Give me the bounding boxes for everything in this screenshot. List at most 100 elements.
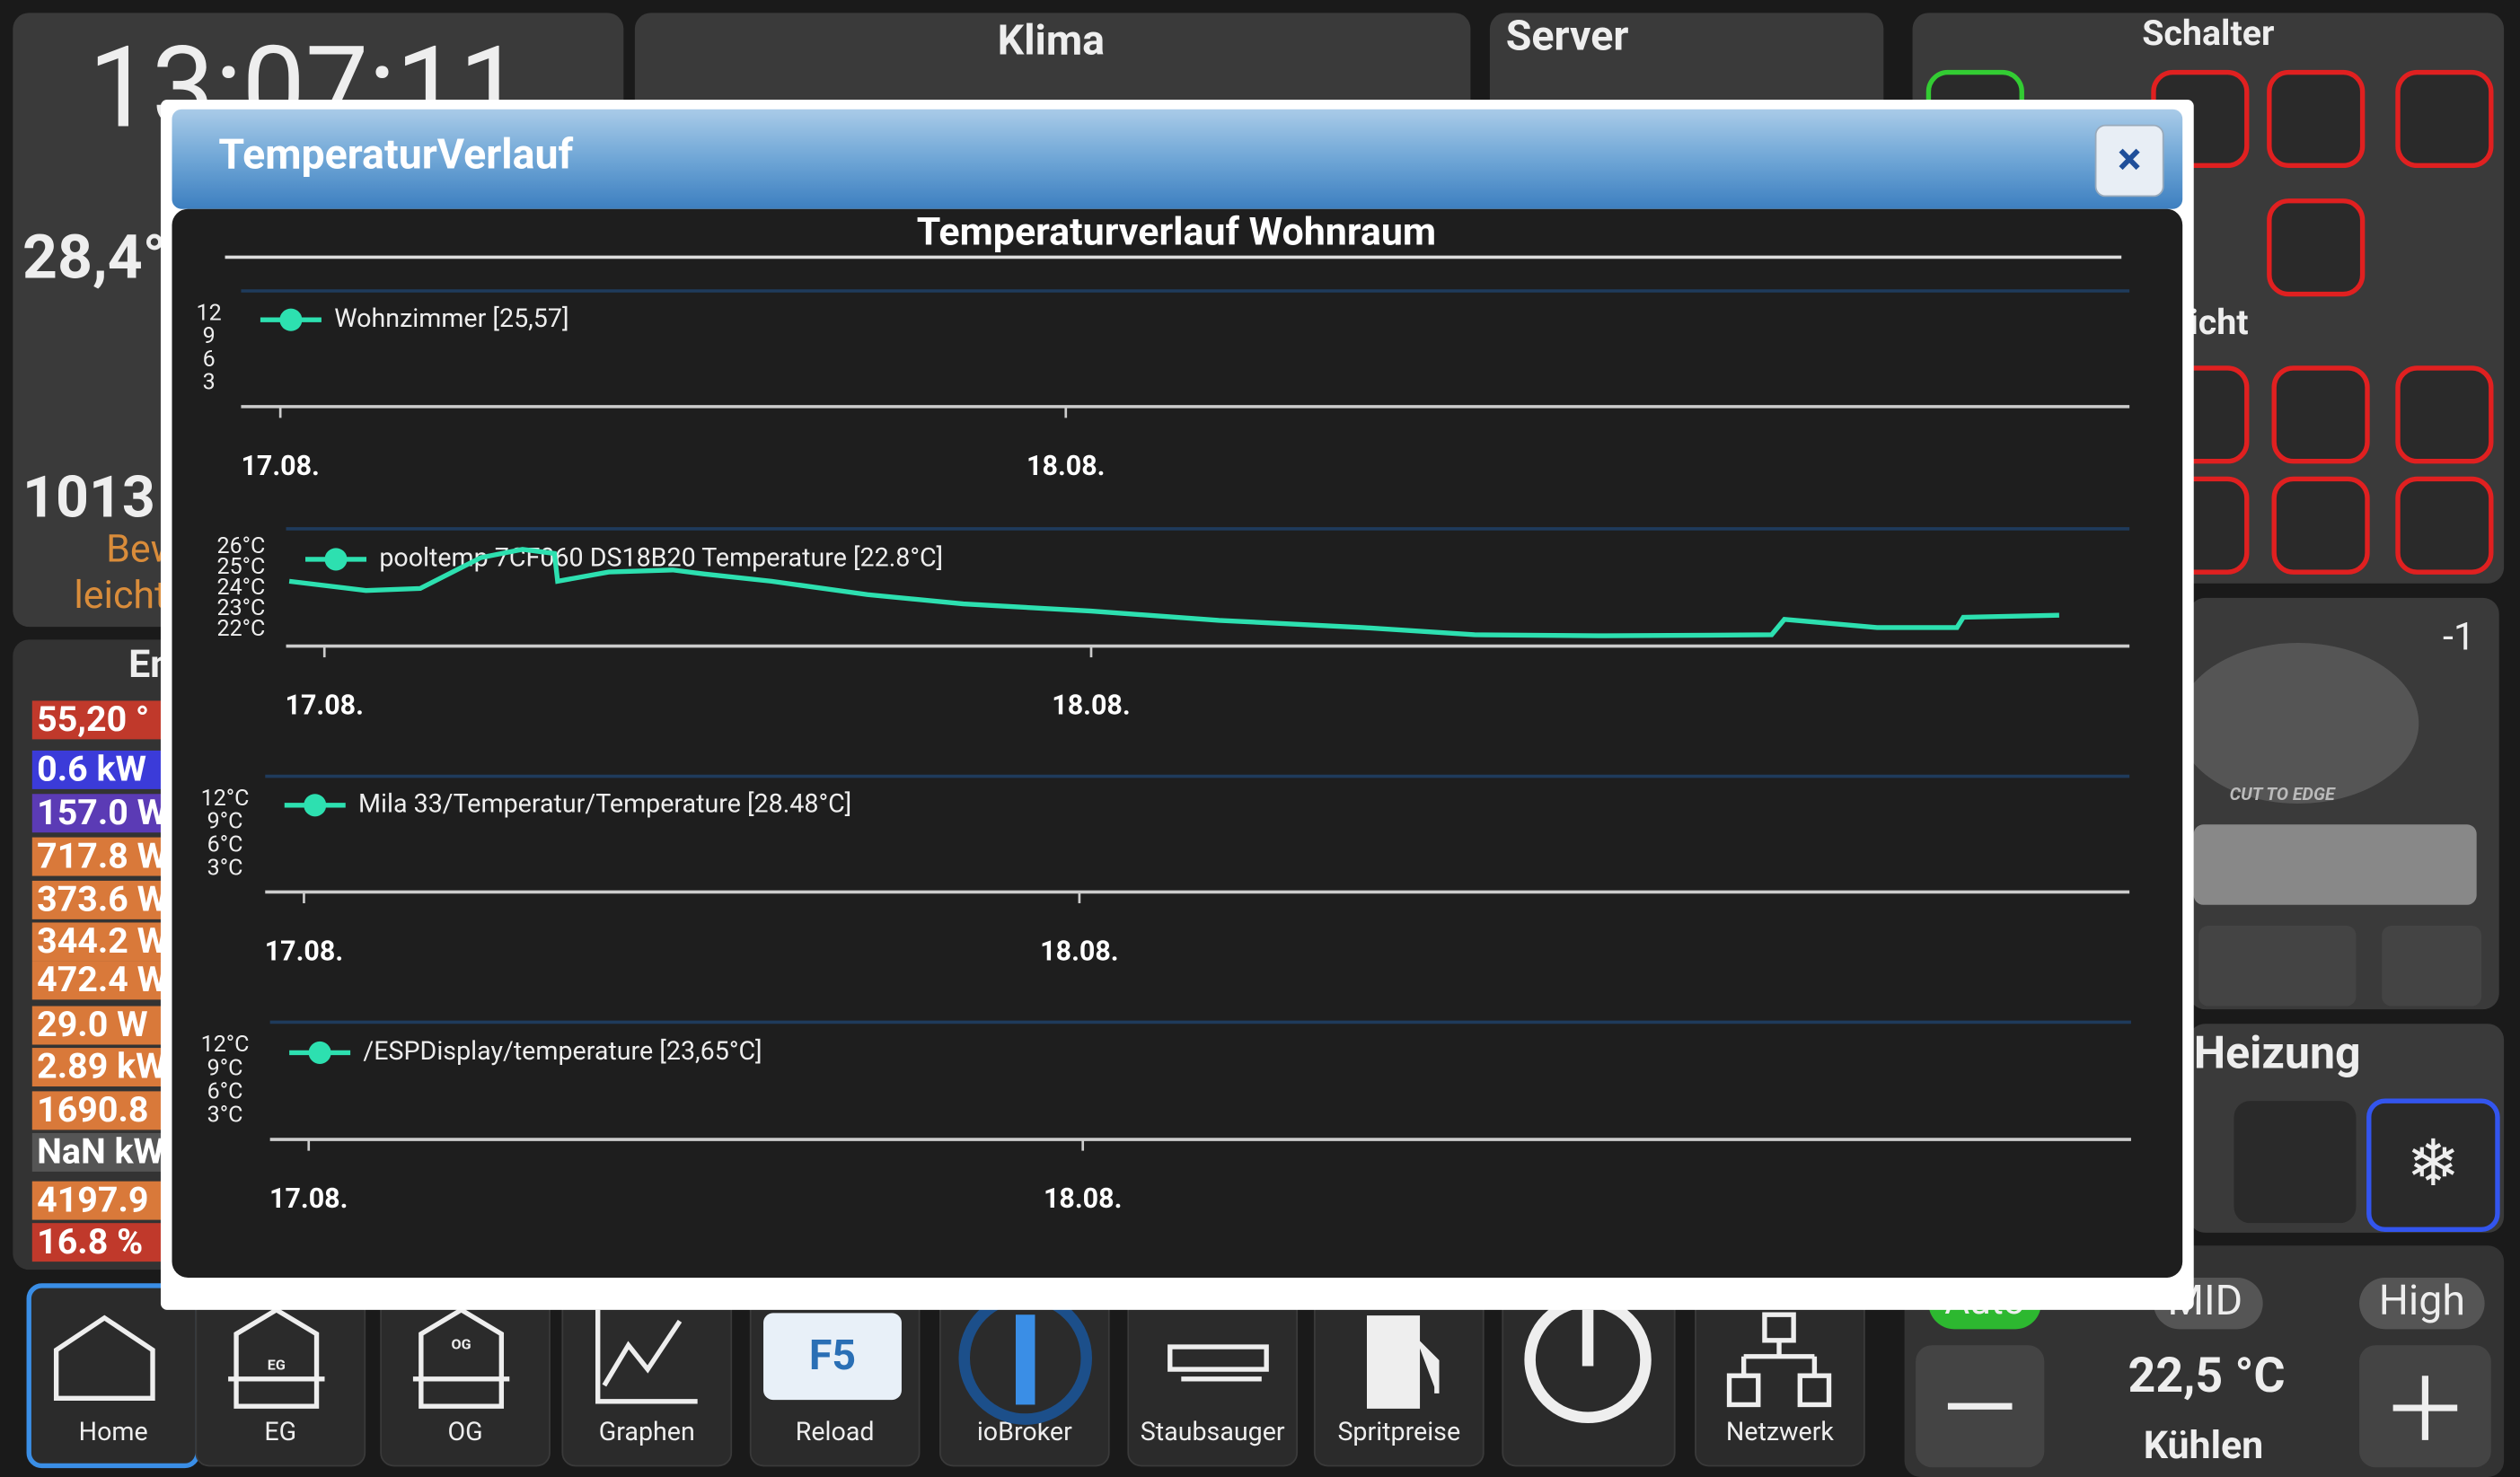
house-icon-label: EG <box>268 1357 286 1374</box>
y-tick-label: 26°C <box>217 533 266 559</box>
klima-title: Klima <box>998 17 1105 66</box>
x-tick-label: 17.08. <box>265 936 343 967</box>
energy-badge <box>31 922 161 962</box>
nav-label: Netzwerk <box>1726 1416 1835 1446</box>
energy-badge <box>31 700 161 740</box>
house-icon <box>412 1306 510 1409</box>
nav-label: Home <box>79 1416 148 1446</box>
schalter-title: Schalter <box>2142 12 2274 54</box>
high-pill[interactable] <box>2359 1278 2485 1330</box>
network-icon <box>1726 1312 1832 1408</box>
pressure: 1013 <box>22 462 155 531</box>
x-tick-label: 17.08. <box>269 1183 348 1215</box>
nav-bar: Home EG OG Graphen Reload ioBroker Staubsauger… <box>26 1283 1865 1469</box>
close-button[interactable] <box>2094 124 2164 198</box>
energy-value: 0.6 kW <box>37 748 146 790</box>
legend-label: Wohnzimmer [25,57] <box>334 303 568 333</box>
x-tick-label: 18.08. <box>1040 936 1118 967</box>
pause-button[interactable] <box>2198 926 2357 1007</box>
iobroker-icon <box>1015 1314 1035 1405</box>
energy-badge <box>31 880 161 919</box>
y-tick-label: 22°C <box>217 616 266 642</box>
x-tick-label: 17.08. <box>286 690 364 722</box>
chart: 3°C6°C9°C12°C 17.08. 18.08. Mila 33/Tempera… <box>201 774 2130 967</box>
chart-title: Temperaturverlauf Wohnraum <box>917 210 1436 255</box>
energy-badge <box>31 750 161 789</box>
mower-brand: CUT TO EDGE <box>2230 784 2336 804</box>
data-line <box>288 547 2059 638</box>
reload-key <box>763 1313 902 1401</box>
energy-badge <box>31 1223 161 1262</box>
chart: 22°C23°C24°C25°C26°C 17.08. 18.08. pooltemp… <box>217 527 2130 722</box>
light-button[interactable] <box>2271 365 2370 464</box>
server-title: Server <box>1506 12 1629 60</box>
snowflake-icon: ❄ <box>2406 1127 2460 1201</box>
home-icon <box>53 1314 155 1401</box>
heizung-title: Heizung <box>2194 1027 2361 1079</box>
y-tick-label: 12°C <box>201 786 250 812</box>
legend-swatch <box>304 794 327 817</box>
fuel-icon <box>1367 1315 1440 1409</box>
energy-badge <box>31 837 161 876</box>
y-tick-label: 6°C <box>207 1078 243 1104</box>
x-tick-label: 18.08. <box>1027 451 1105 482</box>
switch-button[interactable] <box>2395 69 2494 169</box>
cool-button[interactable] <box>2366 1098 2500 1233</box>
energy-value: 472.4 W <box>37 958 168 1000</box>
mower-status <box>2193 824 2477 905</box>
weather: leicht <box>74 573 167 618</box>
y-tick-label: 25°C <box>217 554 266 580</box>
x-tick-label: 18.08. <box>1052 690 1130 722</box>
chart-panel <box>172 208 2183 1279</box>
energy-badge <box>31 1006 161 1045</box>
energy-badge <box>31 794 161 833</box>
legend-swatch <box>279 308 303 331</box>
light-button[interactable] <box>2395 365 2494 464</box>
energy-value: 16.8 % <box>37 1220 143 1262</box>
y-tick-label: 9 <box>203 323 216 349</box>
licht-title: icht <box>2189 301 2248 343</box>
y-tick-label: 24°C <box>217 575 266 601</box>
house-icon-label: OG <box>452 1335 471 1352</box>
up-button[interactable] <box>2382 926 2482 1007</box>
energy-value: 157.0 W <box>37 791 168 833</box>
nav-label: Graphen <box>599 1416 695 1446</box>
legend-swatch <box>324 548 348 571</box>
mode: Kühlen <box>2144 1423 2264 1468</box>
energy-badge <box>31 1132 161 1172</box>
modal-title: TemperaturVerlauf <box>218 131 573 180</box>
plus-icon <box>2392 1376 2458 1440</box>
energy-value: 2.89 kW <box>37 1045 166 1087</box>
y-tick-label: 6°C <box>207 832 243 858</box>
nav-label: Staubsauger <box>1141 1416 1285 1446</box>
mower-image <box>2177 642 2419 804</box>
energy-badge <box>31 1181 161 1220</box>
x-tick-label: 18.08. <box>1044 1183 1122 1215</box>
fan-high: High <box>2379 1277 2465 1325</box>
y-tick-label: 6 <box>203 347 216 373</box>
switch-button[interactable] <box>2267 198 2366 297</box>
nav-label: Spritpreise <box>1337 1416 1460 1446</box>
y-tick-label: 23°C <box>217 595 266 621</box>
legend-label: Mila 33/Temperatur/Temperature [28.48°C] <box>358 787 851 818</box>
light-button[interactable] <box>2395 476 2494 575</box>
nav-label: OG <box>447 1416 482 1446</box>
energy-badge <box>31 1048 161 1087</box>
light-button[interactable] <box>2271 476 2370 575</box>
vacuum-icon <box>1167 1344 1269 1382</box>
energy-value: 1690.8 <box>37 1088 148 1130</box>
legend-swatch <box>308 1041 331 1064</box>
switch-button[interactable] <box>2267 69 2366 169</box>
y-tick-label: 9°C <box>207 1055 243 1081</box>
setpoint: 22,5 °C <box>2128 1348 2286 1404</box>
energy-value: 4197.9 <box>37 1178 148 1220</box>
heating-button[interactable] <box>2234 1101 2357 1224</box>
y-tick-label: 12 <box>197 300 222 326</box>
nav-label: Reload <box>796 1416 875 1446</box>
y-tick-label: 9°C <box>207 809 243 835</box>
y-tick-label: 3°C <box>207 855 243 881</box>
